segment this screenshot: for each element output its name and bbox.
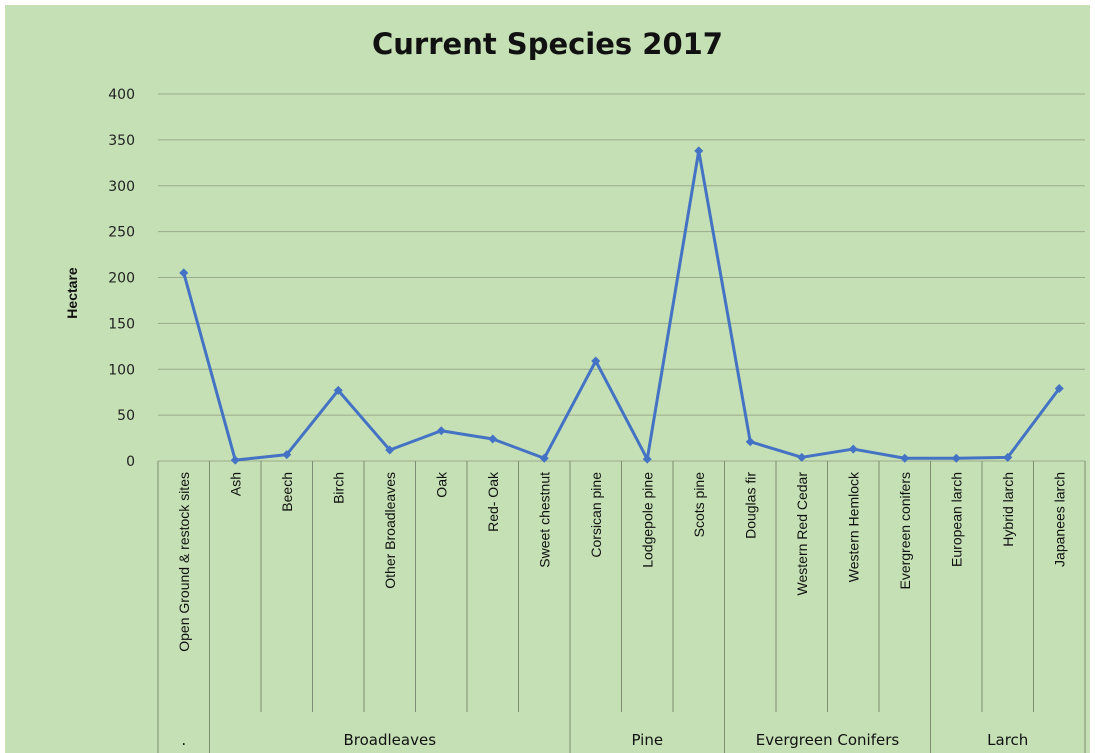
data-point-marker [488,434,498,444]
x-category-label: Western Red Cedar [794,472,810,596]
x-category-label: Scots pine [691,472,707,538]
x-category-label: Japanees larch [1051,472,1067,567]
x-category-label: Lodgepole pine [639,472,655,568]
line-chart: 0 50 100 150 200 250 300 350 400 Open Ground & r… [64,87,1086,753]
data-point-marker [900,453,910,463]
x-category-label: Open Ground & restock sites [176,472,192,652]
data-point-marker [591,356,601,366]
data-point-marker [385,445,395,455]
data-point-marker [436,426,446,436]
x-category-label: Ash [227,472,243,496]
data-point-marker [642,454,652,464]
data-point-marker [848,444,858,454]
x-category-label: Evergreen conifers [897,472,913,590]
x-group-label: Larch [987,731,1028,749]
series-line [182,149,1061,462]
x-category-label: Hybrid larch [1000,472,1016,547]
y-tick-label: 200 [108,271,135,287]
data-point-marker [1054,384,1064,394]
y-tick-label: 0 [126,454,135,470]
chart-area: Current Species 2017 0 50 100 150 200 250 300 3… [5,5,1090,753]
data-point-marker [745,437,755,447]
y-tick-label: 250 [108,225,135,241]
x-category-label: Douglas fir [742,472,758,539]
data-point-marker [179,268,189,278]
x-group-label: . [181,731,186,749]
x-category-label: Birch [330,472,346,504]
data-point-marker [797,452,807,462]
x-category-label: Corsican pine [588,472,604,558]
x-category-label: Oak [433,471,449,498]
y-tick-label: 300 [108,179,135,195]
x-category-label: European larch [948,472,964,567]
data-point-marker [333,385,343,395]
y-tick-label: 400 [108,87,135,103]
y-tick-label: 100 [108,362,135,378]
x-group-label: Pine [631,731,663,749]
x-category-label: Other Broadleaves [382,472,398,589]
y-tick-label: 150 [108,316,135,332]
data-point-marker [694,146,704,156]
x-group-label: Broadleaves [343,731,436,749]
x-category-label: Red- Oak [485,471,501,532]
x-category-label: Beech [279,472,295,512]
y-tick-label: 50 [117,408,135,424]
data-point-marker [282,450,292,460]
chart-title: Current Species 2017 [372,27,723,61]
x-category-label: Sweet chestnut [536,472,552,568]
y-axis-label: Hectare [64,267,80,319]
x-group-label: Evergreen Conifers [756,731,900,749]
y-tick-label: 350 [108,133,135,149]
data-point-marker [230,455,240,465]
x-category-label: Western Hemlock [845,471,861,582]
data-point-marker [539,453,549,463]
data-point-marker [1003,452,1013,462]
data-point-marker [951,453,961,463]
